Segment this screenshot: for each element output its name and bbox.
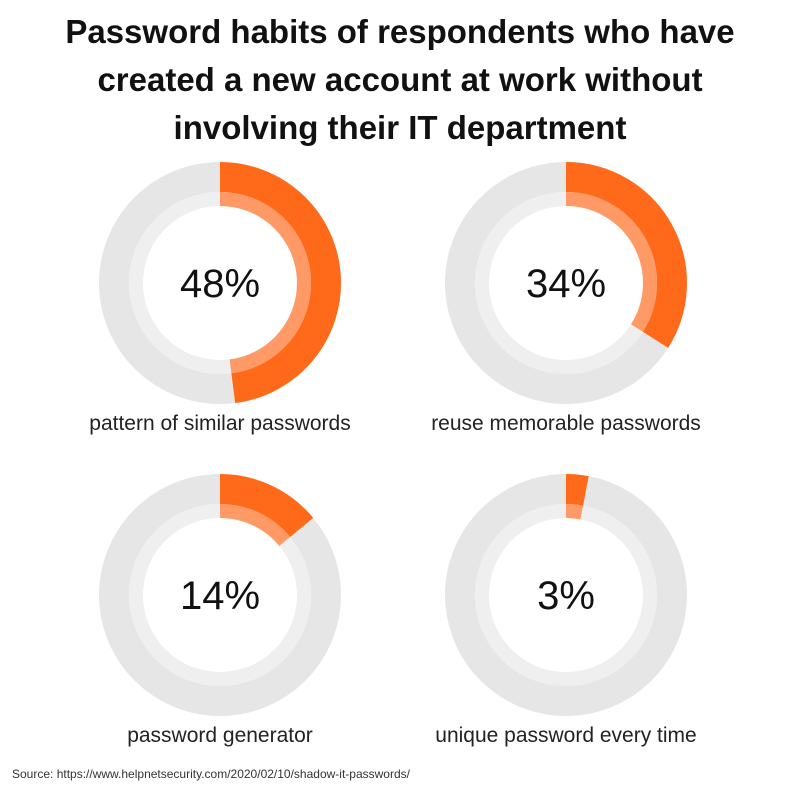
- donut-svg-1: 48%: [99, 162, 341, 404]
- donut-chart-1: 48% pattern of similar passwords: [70, 158, 370, 436]
- inner-ring-value-arc: [565, 192, 657, 332]
- donut-svg-4: 3%: [445, 474, 687, 716]
- outer-ring-value-arc: [565, 162, 687, 348]
- inner-ring-value-arc: [219, 192, 311, 374]
- donut-svg-3: 14%: [99, 474, 341, 716]
- donut-caption: pattern of similar passwords: [89, 412, 351, 435]
- donut-caption: password generator: [127, 724, 313, 747]
- donut-svg-2: 34%: [445, 162, 687, 404]
- inner-ring-value-arc: [219, 504, 291, 547]
- donut-caption: unique password every time: [435, 724, 697, 747]
- donut-chart-2: 34% reuse memorable passwords: [416, 158, 716, 436]
- donut-chart-3: 14% password generator: [70, 470, 370, 748]
- donut-chart-4: 3% unique password every time: [416, 470, 716, 748]
- chart-title: Password habits of respondents who have …: [0, 8, 800, 152]
- outer-ring-value-arc: [219, 162, 341, 404]
- source-note: Source: https://www.helpnetsecurity.com/…: [12, 767, 410, 781]
- title-line-1: Password habits of respondents who have: [65, 13, 735, 50]
- donut-percent-label: 14%: [180, 574, 260, 618]
- donut-percent-label: 48%: [180, 262, 260, 306]
- donut-caption: reuse memorable passwords: [431, 412, 701, 435]
- donut-percent-label: 34%: [526, 262, 606, 306]
- outer-ring-value-arc: [565, 474, 589, 506]
- title-line-2: created a new account at work without: [97, 61, 703, 98]
- title-line-3: involving their IT department: [173, 109, 627, 146]
- donut-percent-label: 3%: [537, 574, 595, 618]
- inner-ring-value-arc: [565, 504, 584, 520]
- outer-ring-value-arc: [219, 474, 314, 538]
